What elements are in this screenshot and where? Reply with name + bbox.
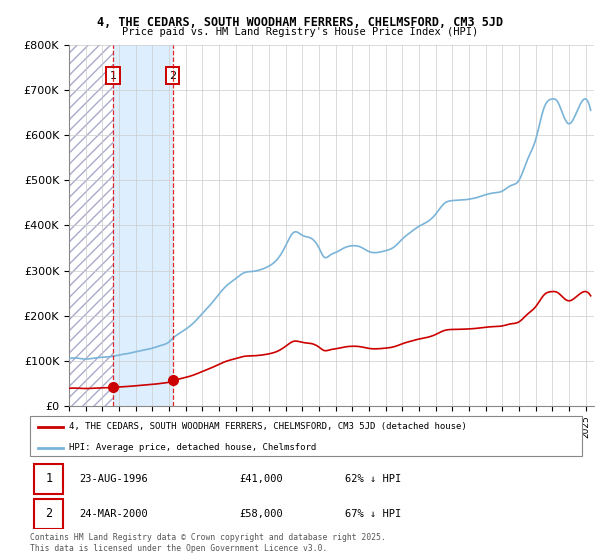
- Bar: [69, 45, 113, 406]
- Text: HPI: Average price, detached house, Chelmsford: HPI: Average price, detached house, Chel…: [68, 443, 316, 452]
- FancyBboxPatch shape: [30, 416, 582, 456]
- Text: 67% ↓ HPI: 67% ↓ HPI: [344, 509, 401, 519]
- Text: 62% ↓ HPI: 62% ↓ HPI: [344, 474, 401, 484]
- Text: £41,000: £41,000: [240, 474, 284, 484]
- Text: Price paid vs. HM Land Registry's House Price Index (HPI): Price paid vs. HM Land Registry's House …: [122, 27, 478, 37]
- Bar: [113, 45, 173, 406]
- Text: 2: 2: [45, 507, 52, 520]
- Text: 4, THE CEDARS, SOUTH WOODHAM FERRERS, CHELMSFORD, CM3 5JD (detached house): 4, THE CEDARS, SOUTH WOODHAM FERRERS, CH…: [68, 422, 466, 431]
- Text: 1: 1: [110, 71, 116, 81]
- Text: 24-MAR-2000: 24-MAR-2000: [80, 509, 148, 519]
- Text: Contains HM Land Registry data © Crown copyright and database right 2025.
This d: Contains HM Land Registry data © Crown c…: [30, 533, 386, 553]
- Text: 4, THE CEDARS, SOUTH WOODHAM FERRERS, CHELMSFORD, CM3 5JD: 4, THE CEDARS, SOUTH WOODHAM FERRERS, CH…: [97, 16, 503, 29]
- Text: 23-AUG-1996: 23-AUG-1996: [80, 474, 148, 484]
- FancyBboxPatch shape: [34, 464, 63, 493]
- FancyBboxPatch shape: [34, 499, 63, 529]
- Text: £58,000: £58,000: [240, 509, 284, 519]
- Text: 2: 2: [169, 71, 176, 81]
- Text: 1: 1: [45, 472, 52, 486]
